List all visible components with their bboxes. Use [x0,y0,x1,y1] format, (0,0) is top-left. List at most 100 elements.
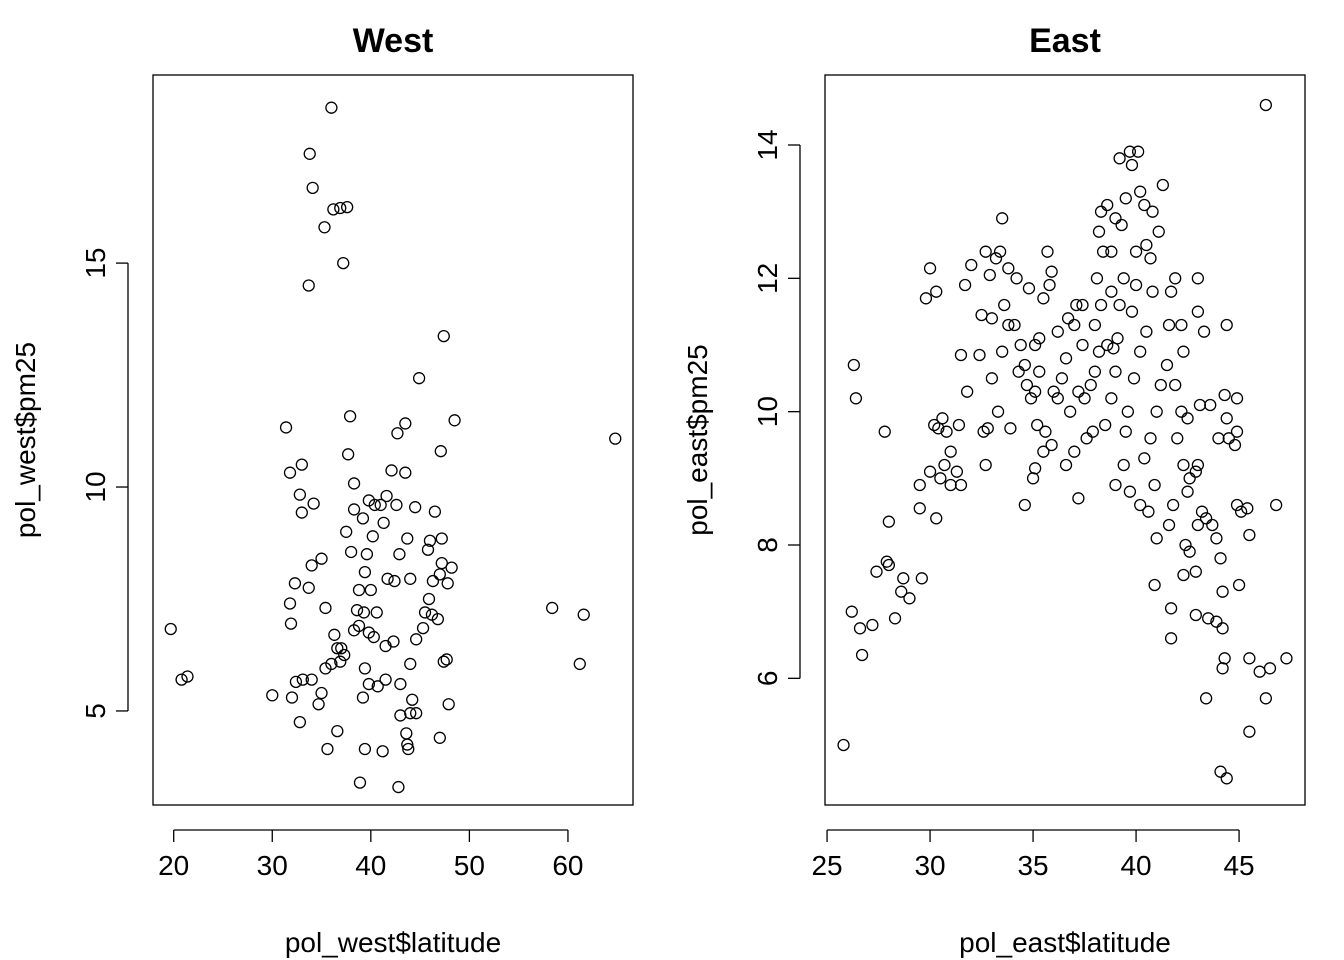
data-point [1140,325,1153,338]
data-point [1004,422,1017,435]
data-point [1061,312,1075,325]
data-point [1002,262,1015,275]
data-point [1241,502,1254,515]
data-point [938,458,951,472]
data-point [1072,492,1085,505]
data-point [368,498,381,512]
data-point [1076,298,1089,312]
data-point [394,709,407,722]
data-point [1125,158,1139,172]
data-point [1129,245,1143,258]
data-point [392,780,405,794]
data-point [577,608,590,621]
data-point [944,445,957,458]
data-point [431,612,444,626]
data-point [1164,632,1178,645]
data-point [1064,405,1077,418]
data-point [913,478,926,492]
x-tick-label: 20 [158,850,189,881]
data-point [996,345,1009,358]
data-point [1243,528,1256,542]
data-point [1134,498,1147,512]
data-point [985,372,999,385]
data-point [303,147,316,160]
data-point [985,312,999,325]
data-point [1041,245,1054,258]
data-point [975,308,988,322]
data-point [295,458,308,471]
data-point [1175,318,1188,332]
data-point [1206,518,1219,532]
data-point [913,502,926,515]
data-point [1070,298,1083,312]
y-tick-label: 6 [752,671,783,687]
data-point [965,258,978,272]
x-tick-label: 60 [552,850,583,881]
data-point [915,572,928,585]
data-point [293,715,307,729]
data-point [441,577,454,590]
data-point [1218,388,1231,402]
data-point [1105,245,1118,258]
y-tick-label: 12 [752,263,783,294]
data-point [1222,432,1235,445]
data-point [1191,272,1205,285]
data-point [400,727,413,740]
data-point [338,648,351,662]
data-point [1123,485,1137,498]
data-point [401,738,414,751]
data-point [1068,445,1081,458]
data-point [1175,405,1188,418]
data-point [1150,532,1163,545]
data-point [1216,622,1229,635]
data-point [1218,652,1231,665]
data-point [1243,725,1256,738]
data-point [993,245,1007,258]
data-point [1156,178,1170,192]
data-point [437,655,450,668]
data-point [944,478,957,492]
data-point [1146,285,1159,298]
data-point [1045,265,1058,278]
data-point [1068,318,1081,332]
data-point [1216,662,1229,675]
data-point [334,655,347,668]
data-point [897,572,910,585]
data-point [325,101,338,114]
data-point [1012,365,1025,378]
data-point [853,622,867,635]
data-point [1212,432,1225,445]
data-point [845,605,858,618]
data-point [1080,432,1093,445]
data-point [1199,512,1213,525]
data-point [379,673,392,686]
x-tick-label: 30 [257,850,288,881]
data-point [866,618,879,632]
data-point [1131,145,1145,158]
data-point [335,642,348,655]
data-point [1084,378,1097,392]
data-point [404,572,417,585]
data-point [319,662,332,675]
data-point [1150,405,1163,418]
data-point [1191,305,1205,318]
data-point [1144,252,1157,265]
data-point [327,203,340,216]
chart-title: West [353,22,434,60]
data-point [1138,198,1151,212]
data-point [1259,98,1273,112]
data-point [878,425,891,438]
data-point [1088,365,1102,378]
data-point [1059,458,1073,472]
data-point [293,488,307,501]
data-point [1092,345,1106,358]
data-point [421,543,435,556]
data-point [1045,438,1058,452]
data-point [433,731,446,744]
panel-west: West 20 30 40 50 60 5 10 15 pol_west$latitude pol_… [10,22,634,958]
data-point [1202,612,1215,625]
data-point [1127,372,1141,385]
data-point [334,201,347,215]
data-point [1197,325,1211,338]
data-point [390,498,403,512]
